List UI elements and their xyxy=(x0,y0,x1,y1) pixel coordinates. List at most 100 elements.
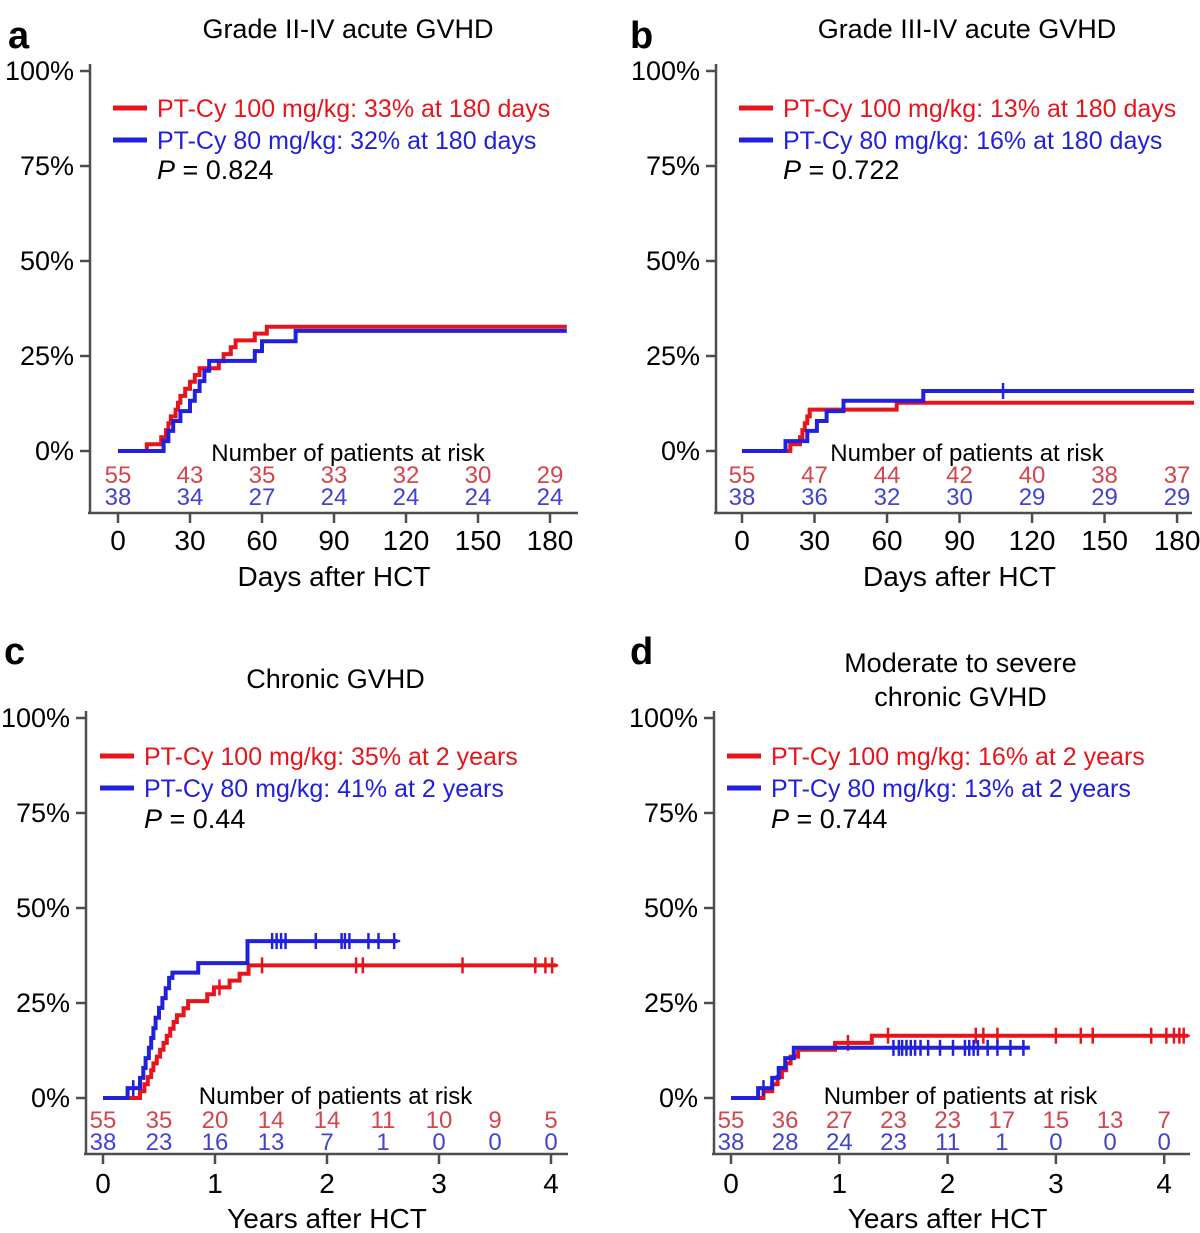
risk-value: 27 xyxy=(826,1107,853,1134)
x-tick-label: 150 xyxy=(1081,525,1128,556)
y-tick-label: 100% xyxy=(5,56,74,86)
curve-blue xyxy=(731,1045,1030,1100)
y-tick-label: 0% xyxy=(661,436,700,466)
risk-value: 38 xyxy=(90,1129,117,1156)
risk-table-header: Number of patients at risk xyxy=(211,440,485,467)
risk-table-header: Number of patients at risk xyxy=(199,1083,473,1110)
legend-label-blue: PT-Cy 80 mg/kg: 32% at 180 days xyxy=(157,127,536,155)
y-tick-label: 75% xyxy=(20,151,74,181)
y-tick-label: 50% xyxy=(16,893,70,923)
curve-blue xyxy=(118,328,567,453)
panel-label-a: a xyxy=(8,15,30,57)
risk-table-header: Number of patients at risk xyxy=(830,440,1104,467)
risk-value: 23 xyxy=(146,1129,173,1156)
risk-value: 35 xyxy=(249,462,276,489)
risk-value: 1 xyxy=(995,1129,1008,1156)
risk-value: 38 xyxy=(718,1129,745,1156)
x-tick-label: 90 xyxy=(944,525,975,556)
chart-title-b: Grade III-IV acute GVHD xyxy=(818,14,1117,44)
x-tick-label: 180 xyxy=(1154,525,1200,556)
y-tick-label: 75% xyxy=(646,151,700,181)
risk-value: 10 xyxy=(426,1107,453,1134)
x-tick-label: 60 xyxy=(871,525,902,556)
risk-value: 29 xyxy=(1091,484,1118,511)
x-tick-label: 0 xyxy=(723,1168,739,1199)
risk-row-blue: 38 36 32 30 29 29 29 xyxy=(729,484,1191,511)
risk-value: 38 xyxy=(729,484,756,511)
x-tick-label: 90 xyxy=(318,525,349,556)
risk-value: 38 xyxy=(1091,462,1118,489)
risk-row-blue: 38 28 24 23 11 1 0 0 0 xyxy=(718,1129,1171,1156)
risk-value: 42 xyxy=(946,462,973,489)
risk-value: 0 xyxy=(1158,1129,1171,1156)
x-tick-label: 0 xyxy=(734,525,750,556)
p-value: P = 0.722 xyxy=(783,155,899,185)
risk-value: 55 xyxy=(90,1107,117,1134)
risk-value: 24 xyxy=(537,484,564,511)
y-tick-label: 0% xyxy=(31,1083,70,1113)
risk-value: 0 xyxy=(544,1129,557,1156)
panel-b-chart: b Grade III-IV acute GVHD 0% 25% 50% 75% 100% 0… xyxy=(630,14,1200,592)
x-tick-label: 180 xyxy=(527,525,574,556)
legend-label-red: PT-Cy 100 mg/kg: 16% at 2 years xyxy=(771,743,1145,771)
p-value: P = 0.44 xyxy=(144,804,245,834)
risk-value: 17 xyxy=(988,1107,1015,1134)
legend-label-red: PT-Cy 100 mg/kg: 13% at 180 days xyxy=(783,95,1176,123)
risk-value: 43 xyxy=(177,462,204,489)
panel-d-chart: d Moderate to severe chronic GVHD 0% 25% 50% 7… xyxy=(629,631,1190,1233)
x-axis-title: Years after HCT xyxy=(227,1203,427,1233)
risk-value: 38 xyxy=(105,484,132,511)
risk-value: 11 xyxy=(371,1107,396,1134)
p-value: P = 0.744 xyxy=(771,804,887,834)
risk-value: 29 xyxy=(537,462,564,489)
x-tick-label: 2 xyxy=(319,1168,335,1199)
y-tick-label: 0% xyxy=(659,1083,698,1113)
x-tick-label: 1 xyxy=(832,1168,848,1199)
y-tick-label: 25% xyxy=(20,341,74,371)
risk-value: 55 xyxy=(105,462,132,489)
risk-value: 0 xyxy=(432,1129,445,1156)
x-axis-title: Days after HCT xyxy=(238,561,431,592)
risk-value: 24 xyxy=(393,484,420,511)
risk-row-blue: 38 34 27 24 24 24 24 xyxy=(105,484,564,511)
y-tick-label: 25% xyxy=(644,988,698,1018)
y-tick-label: 100% xyxy=(631,56,700,86)
x-axis-title: Days after HCT xyxy=(863,561,1056,592)
chart-title-d: chronic GVHD xyxy=(874,682,1047,712)
y-tick-label: 25% xyxy=(646,341,700,371)
x-tick-label: 2 xyxy=(940,1168,956,1199)
risk-value: 1 xyxy=(376,1129,389,1156)
risk-value: 30 xyxy=(465,462,492,489)
risk-value: 33 xyxy=(321,462,348,489)
risk-value: 30 xyxy=(946,484,973,511)
risk-row-red: 55 36 27 23 23 17 15 13 7 xyxy=(718,1107,1171,1134)
legend-label-blue: PT-Cy 80 mg/kg: 41% at 2 years xyxy=(144,775,504,803)
risk-value: 34 xyxy=(177,484,204,511)
censor-marks-blue xyxy=(127,933,401,1097)
risk-value: 14 xyxy=(258,1107,285,1134)
panel-label-b: b xyxy=(630,15,653,57)
panel-label-d: d xyxy=(630,631,653,673)
y-tick-label: 25% xyxy=(16,988,70,1018)
risk-value: 36 xyxy=(801,484,828,511)
risk-value: 0 xyxy=(1103,1129,1116,1156)
risk-value: 11 xyxy=(935,1129,960,1156)
y-tick-label: 100% xyxy=(629,703,698,733)
risk-row-blue: 38 23 16 13 7 1 0 0 0 xyxy=(90,1129,558,1156)
risk-row-red: 55 35 20 14 14 11 10 9 5 xyxy=(90,1107,558,1134)
legend-label-blue: PT-Cy 80 mg/kg: 16% at 180 days xyxy=(783,127,1162,155)
x-tick-label: 60 xyxy=(246,525,277,556)
risk-value: 24 xyxy=(321,484,348,511)
risk-value: 35 xyxy=(146,1107,173,1134)
risk-value: 23 xyxy=(880,1107,907,1134)
risk-value: 55 xyxy=(729,462,756,489)
curve-blue xyxy=(103,939,398,1100)
y-tick-label: 50% xyxy=(20,246,74,276)
censor-marks-red xyxy=(213,957,559,996)
risk-value: 44 xyxy=(874,462,901,489)
legend-label-red: PT-Cy 100 mg/kg: 35% at 2 years xyxy=(144,743,518,771)
risk-value: 0 xyxy=(488,1129,501,1156)
risk-value: 9 xyxy=(488,1107,501,1134)
